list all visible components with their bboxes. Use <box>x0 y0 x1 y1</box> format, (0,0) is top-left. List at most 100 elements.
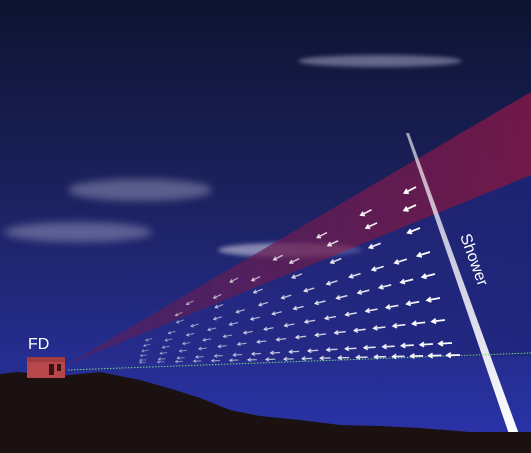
photon-arrow-head <box>207 327 212 332</box>
photon-arrow <box>400 278 414 284</box>
photon-arrow <box>315 300 326 305</box>
photon-arrow <box>270 351 281 354</box>
photon-arrow-head <box>406 228 413 235</box>
photon-arrow-head <box>430 318 437 325</box>
photon-arrow <box>186 300 194 305</box>
photon-arrow-head <box>242 330 248 335</box>
photon-arrow <box>357 289 370 294</box>
photon-arrow-head <box>159 351 163 355</box>
building-door <box>49 364 54 375</box>
photon-arrow <box>401 344 414 347</box>
photon-arrow <box>237 342 247 345</box>
photon-arrow-head <box>185 301 190 306</box>
photon-arrow-head <box>210 358 215 363</box>
photon-arrow-head <box>391 353 397 360</box>
photon-arrow <box>372 265 384 271</box>
photon-arrow-head <box>197 346 202 351</box>
photon-arrow <box>327 240 339 247</box>
photon-arrow <box>325 315 337 320</box>
building-window <box>57 364 61 371</box>
photon-arrow <box>281 294 292 299</box>
photon-arrow <box>168 330 176 334</box>
photon-arrow <box>229 277 239 283</box>
photon-arrow-head <box>410 320 417 327</box>
photon-arrow-head <box>235 309 240 314</box>
photon-arrow-head <box>445 352 452 359</box>
photon-arrow <box>427 297 441 302</box>
photon-arrow <box>273 254 283 261</box>
photon-arrow-head <box>367 243 374 250</box>
photon-arrow-head <box>415 251 423 258</box>
photon-arrow <box>330 257 342 264</box>
photon-arrow <box>308 349 319 352</box>
photon-arrow-head <box>326 241 332 247</box>
photon-arrow-head <box>303 319 309 325</box>
photon-arrow-head <box>335 294 341 301</box>
photon-arrow <box>272 311 282 315</box>
photon-arrow-head <box>344 311 350 317</box>
photon-arrow-head <box>314 332 320 338</box>
photon-arrow-head <box>325 347 331 353</box>
photon-arrow <box>295 335 307 339</box>
photon-arrow <box>165 338 173 341</box>
photon-arrow-head <box>138 360 142 364</box>
photon-arrow <box>364 346 376 349</box>
photon-arrow-head <box>306 348 312 354</box>
photon-arrow-head <box>291 274 296 279</box>
photon-arrow <box>257 340 267 343</box>
photon-arrow-head <box>161 345 166 349</box>
photon-arrow <box>284 323 295 327</box>
photon-arrow <box>176 319 184 324</box>
photon-arrow <box>253 288 263 294</box>
photon-arrow-head <box>181 341 186 346</box>
photon-arrow-head <box>157 357 162 361</box>
photon-arrow <box>407 227 421 234</box>
photon-arrow-head <box>405 300 412 307</box>
photon-arrow-head <box>228 322 233 327</box>
photon-arrow-head <box>282 356 288 362</box>
photon-arrow <box>218 345 227 348</box>
photon-arrow-head <box>139 353 144 358</box>
photon-arrow <box>203 338 212 341</box>
photon-arrow <box>243 330 253 334</box>
photon-arrow-head <box>144 338 149 342</box>
photon-arrow-head <box>272 256 278 261</box>
photon-arrow <box>354 328 366 332</box>
building-body <box>27 361 65 378</box>
photon-arrow <box>417 251 431 257</box>
photon-arrow <box>304 287 315 292</box>
photon-arrow-head <box>292 305 298 311</box>
fov-lower-wedge <box>68 175 531 364</box>
photon-arrow-head <box>250 277 256 282</box>
photon-arrow <box>393 323 406 327</box>
photon-arrow-head <box>246 357 252 362</box>
photon-arrow-head <box>212 316 217 321</box>
photon-arrow-head <box>437 340 444 347</box>
photon-arrow <box>236 309 246 313</box>
photon-arrows <box>138 186 461 364</box>
photon-arrow <box>179 349 187 352</box>
photon-arrow <box>315 333 326 336</box>
photon-arrow-head <box>325 280 331 286</box>
photon-arrow <box>214 303 224 309</box>
photon-arrow <box>292 273 303 279</box>
photon-arrow-head <box>337 355 343 361</box>
photon-arrow <box>159 352 168 354</box>
photon-arrow-head <box>229 279 234 283</box>
photon-arrow-head <box>142 343 147 347</box>
photon-arrow-head <box>217 344 222 349</box>
photon-arrow <box>251 275 261 282</box>
photon-arrow-head <box>300 356 306 361</box>
photon-arrow <box>223 334 232 338</box>
photon-arrow-head <box>384 304 391 310</box>
photon-arrow <box>349 272 361 278</box>
photon-arrow-head <box>313 300 320 306</box>
cloud <box>4 222 152 242</box>
photon-arrow-head <box>141 349 145 353</box>
photon-arrow <box>431 319 446 323</box>
photon-arrow-head <box>232 352 237 357</box>
photon-arrow <box>336 294 348 299</box>
photon-arrow <box>345 347 357 350</box>
photon-arrow <box>264 327 274 330</box>
photon-arrow <box>213 293 222 299</box>
